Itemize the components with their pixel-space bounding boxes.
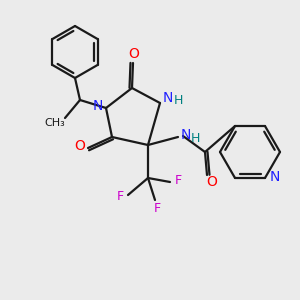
Text: F: F [116, 190, 124, 203]
Text: O: O [207, 175, 218, 189]
Text: F: F [174, 173, 182, 187]
Text: N: N [93, 99, 103, 113]
Text: N: N [181, 128, 191, 142]
Text: H: H [173, 94, 183, 107]
Text: O: O [129, 47, 140, 61]
Text: H: H [190, 133, 200, 146]
Text: F: F [153, 202, 161, 214]
Text: CH₃: CH₃ [45, 118, 65, 128]
Text: O: O [75, 139, 86, 153]
Text: N: N [163, 91, 173, 105]
Text: N: N [270, 170, 280, 184]
